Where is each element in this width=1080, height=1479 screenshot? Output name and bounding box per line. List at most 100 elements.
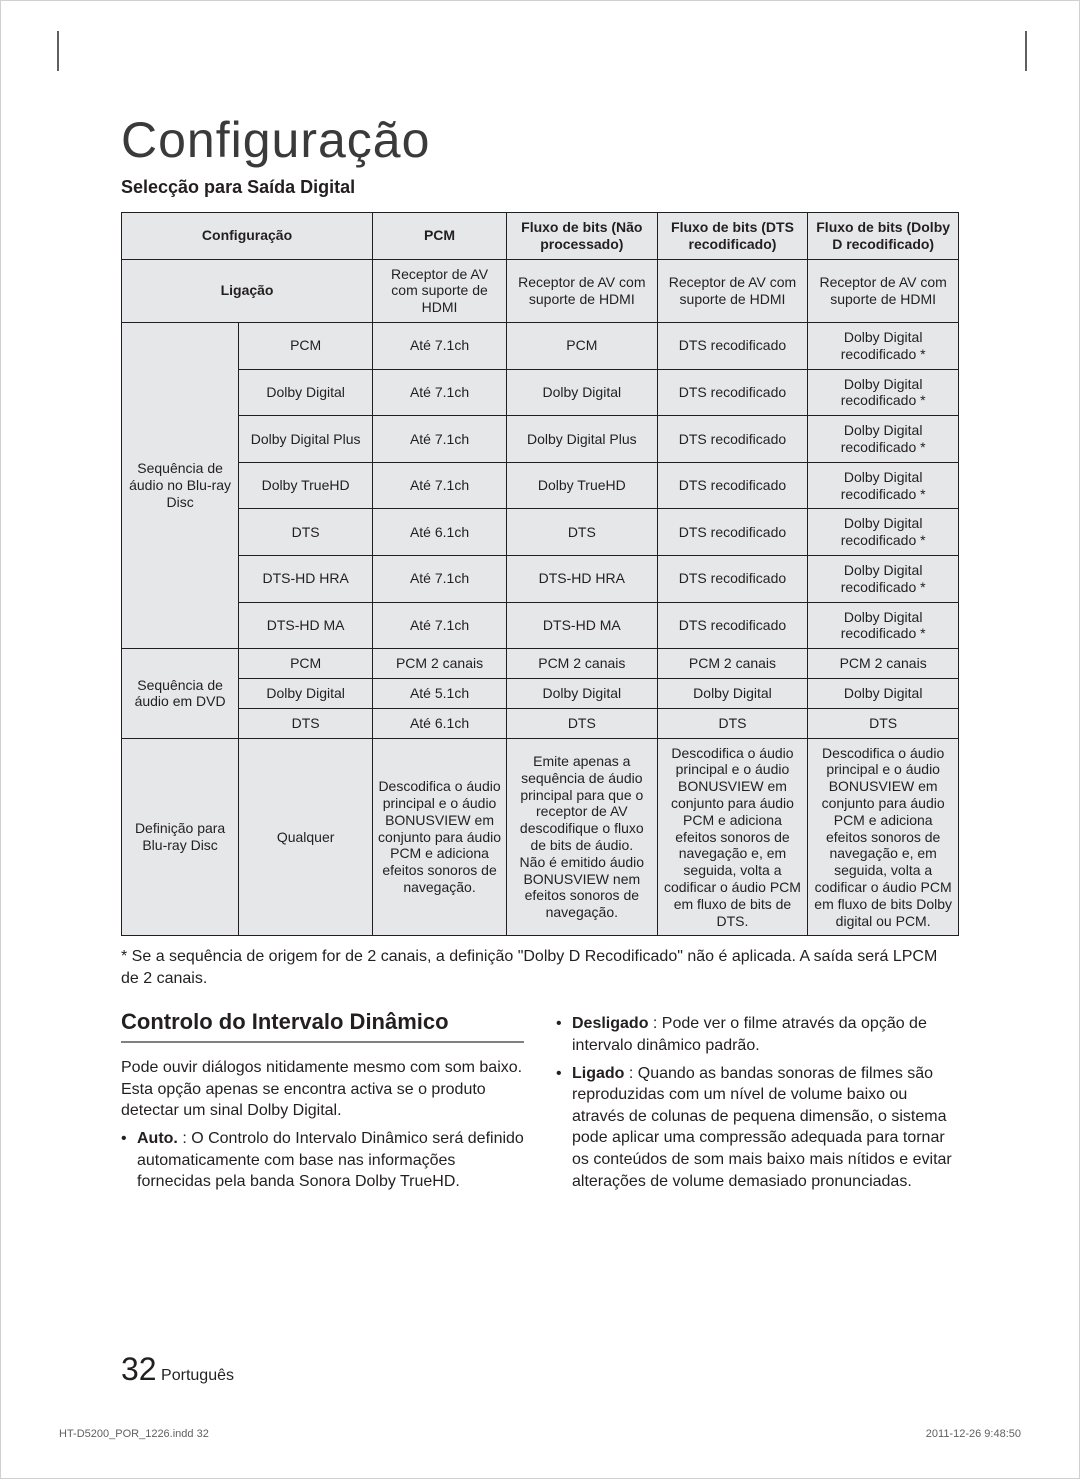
cell: PCM 2 canais <box>373 649 507 679</box>
left-bullet-list: Auto. : O Controlo do Intervalo Dinâmico… <box>121 1128 524 1193</box>
table-header-row-2: Ligação Receptor de AV com suporte de HD… <box>122 259 959 322</box>
hdr-connection: Ligação <box>122 259 373 322</box>
crop-mark-right <box>1025 31 1027 71</box>
section-heading: Selecção para Saída Digital <box>121 177 959 198</box>
table-row: DTS Até 6.1ch DTS DTS recodificado Dolby… <box>122 509 959 556</box>
cell: Até 7.1ch <box>373 602 507 649</box>
cell: Até 7.1ch <box>373 416 507 463</box>
cell: Receptor de AV com suporte de HDMI <box>808 259 959 322</box>
table-row: Sequência de áudio em DVD PCM PCM 2 cana… <box>122 649 959 679</box>
cell: Dolby Digital recodificado * <box>808 509 959 556</box>
cell: DTS-HD HRA <box>506 555 657 602</box>
cell: Dolby Digital Plus <box>506 416 657 463</box>
cell: Dolby Digital Plus <box>239 416 373 463</box>
cell: Dolby Digital <box>239 369 373 416</box>
page-number: 32 Português <box>121 1351 234 1388</box>
cell: DTS-HD MA <box>506 602 657 649</box>
heading-rule <box>121 1041 524 1043</box>
cell: DTS-HD HRA <box>239 555 373 602</box>
bullet-rest: : Quando as bandas sonoras de filmes são… <box>572 1065 952 1190</box>
cell: DTS recodificado <box>657 322 808 369</box>
cell: DTS recodificado <box>657 416 808 463</box>
cell: Dolby Digital <box>506 678 657 708</box>
cell: DTS <box>506 509 657 556</box>
cell: Dolby Digital recodificado * <box>808 555 959 602</box>
table-row: Dolby Digital Plus Até 7.1ch Dolby Digit… <box>122 416 959 463</box>
cell: Descodifica o áudio principal e o áudio … <box>657 738 808 936</box>
table-row: Dolby Digital Até 7.1ch Dolby Digital DT… <box>122 369 959 416</box>
cell: Dolby TrueHD <box>506 462 657 509</box>
list-item-on: Ligado : Quando as bandas sonoras de fil… <box>556 1063 959 1193</box>
cell: Até 7.1ch <box>373 555 507 602</box>
cell: Até 7.1ch <box>373 369 507 416</box>
cell: Até 5.1ch <box>373 678 507 708</box>
right-column: Desligado : Pode ver o filme através da … <box>556 1007 959 1198</box>
def-label: Definição para Blu-ray Disc <box>122 738 239 936</box>
cell: DTS recodificado <box>657 509 808 556</box>
cell: PCM 2 canais <box>506 649 657 679</box>
footer-timestamp: 2011-12-26 9:48:50 <box>926 1428 1021 1440</box>
list-item-auto: Auto. : O Controlo do Intervalo Dinâmico… <box>121 1128 524 1193</box>
table-row: Sequência de áudio no Blu-ray Disc PCM A… <box>122 322 959 369</box>
cell: Dolby Digital recodificado * <box>808 462 959 509</box>
left-column: Controlo do Intervalo Dinâmico Pode ouvi… <box>121 1007 524 1198</box>
cell: Até 7.1ch <box>373 462 507 509</box>
cell: Dolby TrueHD <box>239 462 373 509</box>
table-row: Dolby TrueHD Até 7.1ch Dolby TrueHD DTS … <box>122 462 959 509</box>
table-row: Dolby Digital Até 5.1ch Dolby Digital Do… <box>122 678 959 708</box>
crop-mark-left <box>57 31 59 71</box>
hdr-bits-dts: Fluxo de bits (DTS recodificado) <box>657 213 808 260</box>
bullet-rest: : O Controlo do Intervalo Dinâmico será … <box>137 1130 524 1190</box>
table-row: DTS-HD MA Até 7.1ch DTS-HD MA DTS recodi… <box>122 602 959 649</box>
cell: DTS <box>506 708 657 738</box>
cell: DTS-HD MA <box>239 602 373 649</box>
cell: Dolby Digital recodificado * <box>808 602 959 649</box>
footer-file: HT-D5200_POR_1226.indd 32 <box>59 1428 209 1440</box>
cell: Dolby Digital <box>239 678 373 708</box>
group-b-label: Sequência de áudio em DVD <box>122 649 239 738</box>
list-item-off: Desligado : Pode ver o filme através da … <box>556 1013 959 1056</box>
hdr-config: Configuração <box>122 213 373 260</box>
page-number-value: 32 <box>121 1351 157 1387</box>
right-bullet-list: Desligado : Pode ver o filme através da … <box>556 1013 959 1192</box>
two-column-section: Controlo do Intervalo Dinâmico Pode ouvi… <box>121 1007 959 1198</box>
left-paragraph: Pode ouvir diálogos nitidamente mesmo co… <box>121 1057 524 1122</box>
cell: PCM 2 canais <box>657 649 808 679</box>
cell: Receptor de AV com suporte de HDMI <box>506 259 657 322</box>
dynamic-range-heading: Controlo do Intervalo Dinâmico <box>121 1007 524 1037</box>
cell: DTS recodificado <box>657 462 808 509</box>
cell: Dolby Digital recodificado * <box>808 416 959 463</box>
cell: Até 6.1ch <box>373 509 507 556</box>
group-a-label: Sequência de áudio no Blu-ray Disc <box>122 322 239 648</box>
cell: PCM <box>239 322 373 369</box>
bullet-lead: Auto. <box>137 1130 178 1147</box>
cell: Dolby Digital recodificado * <box>808 369 959 416</box>
cell: DTS recodificado <box>657 369 808 416</box>
table-row: DTS-HD HRA Até 7.1ch DTS-HD HRA DTS reco… <box>122 555 959 602</box>
cell: DTS <box>239 708 373 738</box>
cell: PCM 2 canais <box>808 649 959 679</box>
bullet-lead: Ligado <box>572 1065 624 1082</box>
cell: Receptor de AV com suporte de HDMI <box>373 259 507 322</box>
table-row: Definição para Blu-ray Disc Qualquer Des… <box>122 738 959 936</box>
cell: DTS <box>808 708 959 738</box>
hdr-bits-unproc: Fluxo de bits (Não processado) <box>506 213 657 260</box>
table-header-row-1: Configuração PCM Fluxo de bits (Não proc… <box>122 213 959 260</box>
page-language: Português <box>161 1367 234 1384</box>
page: Configuração Selecção para Saída Digital… <box>0 0 1080 1479</box>
cell: Até 7.1ch <box>373 322 507 369</box>
cell: Até 6.1ch <box>373 708 507 738</box>
cell: DTS <box>239 509 373 556</box>
cell: Descodifica o áudio principal e o áudio … <box>808 738 959 936</box>
table-footnote: * Se a sequência de origem for de 2 cana… <box>121 946 959 989</box>
cell: PCM <box>239 649 373 679</box>
cell: Dolby Digital recodificado * <box>808 322 959 369</box>
cell: DTS <box>657 708 808 738</box>
cell: Qualquer <box>239 738 373 936</box>
hdr-bits-dolby: Fluxo de bits (Dolby D recodificado) <box>808 213 959 260</box>
footer: HT-D5200_POR_1226.indd 32 2011-12-26 9:4… <box>59 1428 1021 1440</box>
page-title: Configuração <box>121 111 959 169</box>
digital-output-table: Configuração PCM Fluxo de bits (Não proc… <box>121 212 959 936</box>
cell: DTS recodificado <box>657 602 808 649</box>
cell: DTS recodificado <box>657 555 808 602</box>
